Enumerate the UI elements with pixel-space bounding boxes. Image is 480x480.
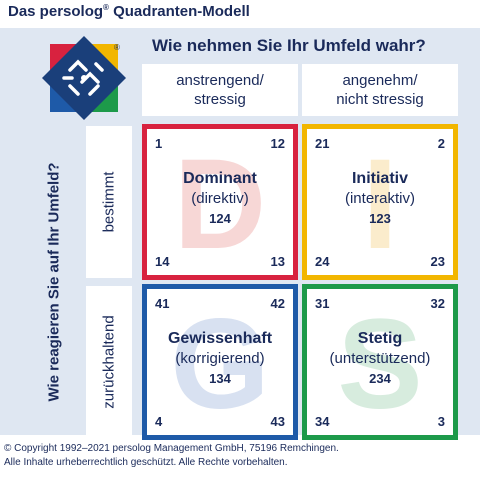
corner-number: 32 [430,296,445,311]
corner-number: 23 [430,254,445,269]
corner-number: 43 [270,414,285,429]
copyright-line: © Copyright 1992–2021 persolog Managemen… [4,443,339,454]
quadrant-letter: S [337,293,423,436]
quadrant-subtitle: (korrigierend) [175,350,265,367]
row-header-label: zurückhaltend [100,315,118,409]
quadrant-initiativ: I 21 2 24 23 Initiativ (interaktiv) 123 [302,124,458,280]
quadrant-subtitle: (interaktiv) [344,190,415,207]
corner-number: 21 [315,136,330,151]
side-question: Wie reagieren Sie auf Ihr Umfeld? [45,162,63,402]
corner-number: 24 [315,254,330,269]
quadrant-text: Initiativ (interaktiv) 123 [307,169,453,228]
quadrant-stetig: S 31 32 34 3 Stetig (unterstützend) 234 [302,284,458,440]
corner-number: 2 [437,136,445,151]
column-header-pleasant: angenehm/nicht stressig [302,64,458,116]
corner-number: 3 [437,414,445,429]
quadrant-name: Gewissenhaft [167,330,273,347]
quadrant-dominant: D 1 12 14 13 Dominant (direktiv) 124 [142,124,298,280]
quadrant-subtitle: (direktiv) [191,190,249,207]
side-question-container: Wie reagieren Sie auf Ihr Umfeld? [34,126,74,438]
corner-number: 41 [155,296,170,311]
quadrant-subtitle: (unterstützend) [329,350,431,367]
quadrant-text: Gewissenhaft (korrigierend) 134 [147,329,293,388]
top-question: Wie nehmen Sie Ihr Umfeld wahr? [152,36,426,55]
row-header-reserved: zurückhaltend [86,286,132,438]
row-header-determined: bestimmt [86,126,132,278]
corner-number: 12 [270,136,285,151]
corner-number: 14 [155,254,170,269]
copyright-notice: © Copyright 1992–2021 persolog Managemen… [4,442,339,470]
quadrant-letter: D [173,133,267,276]
logo-registered-mark: ® [114,43,120,52]
column-header-line: stressig [194,91,246,108]
column-header-line: angenehm/ [342,72,418,89]
quadrant-name: Dominant [183,170,257,187]
quadrant-text: Dominant (direktiv) 124 [147,169,293,228]
page-title: Das persolog® Quadranten-Modell [8,3,250,20]
row-header-label: bestimmt [100,171,118,233]
quadrant-code: 134 [209,371,231,386]
corner-number: 1 [155,136,163,151]
quadrant-name: Stetig [357,330,403,347]
corner-number: 31 [315,296,330,311]
corner-number: 4 [155,414,163,429]
persolog-logo-icon: ® [42,36,126,120]
corner-number: 42 [270,296,285,311]
quadrant-letter: G [170,293,270,436]
quadrant-gewissenhaft: G 41 42 4 43 Gewissenhaft (korrigierend)… [142,284,298,440]
corner-number: 34 [315,414,330,429]
column-header-line: anstrengend/ [176,72,264,89]
registered-mark: ® [103,3,109,12]
quadrant-code: 123 [369,211,391,226]
column-header-stressful: anstrengend/stressig [142,64,298,116]
title-suffix: Quadranten-Modell [108,3,250,20]
copyright-line: Alle Inhalte urheberrechtlich geschützt.… [4,457,288,468]
quadrant-text: Stetig (unterstützend) 234 [307,329,453,388]
quadrant-name: Initiativ [351,170,408,187]
title-prefix: Das persolog [8,3,104,20]
quadrant-code: 234 [369,371,391,386]
column-header-line: nicht stressig [336,91,424,108]
quadrant-letter: I [362,133,398,276]
corner-number: 13 [270,254,285,269]
quadrant-code: 124 [209,211,231,226]
